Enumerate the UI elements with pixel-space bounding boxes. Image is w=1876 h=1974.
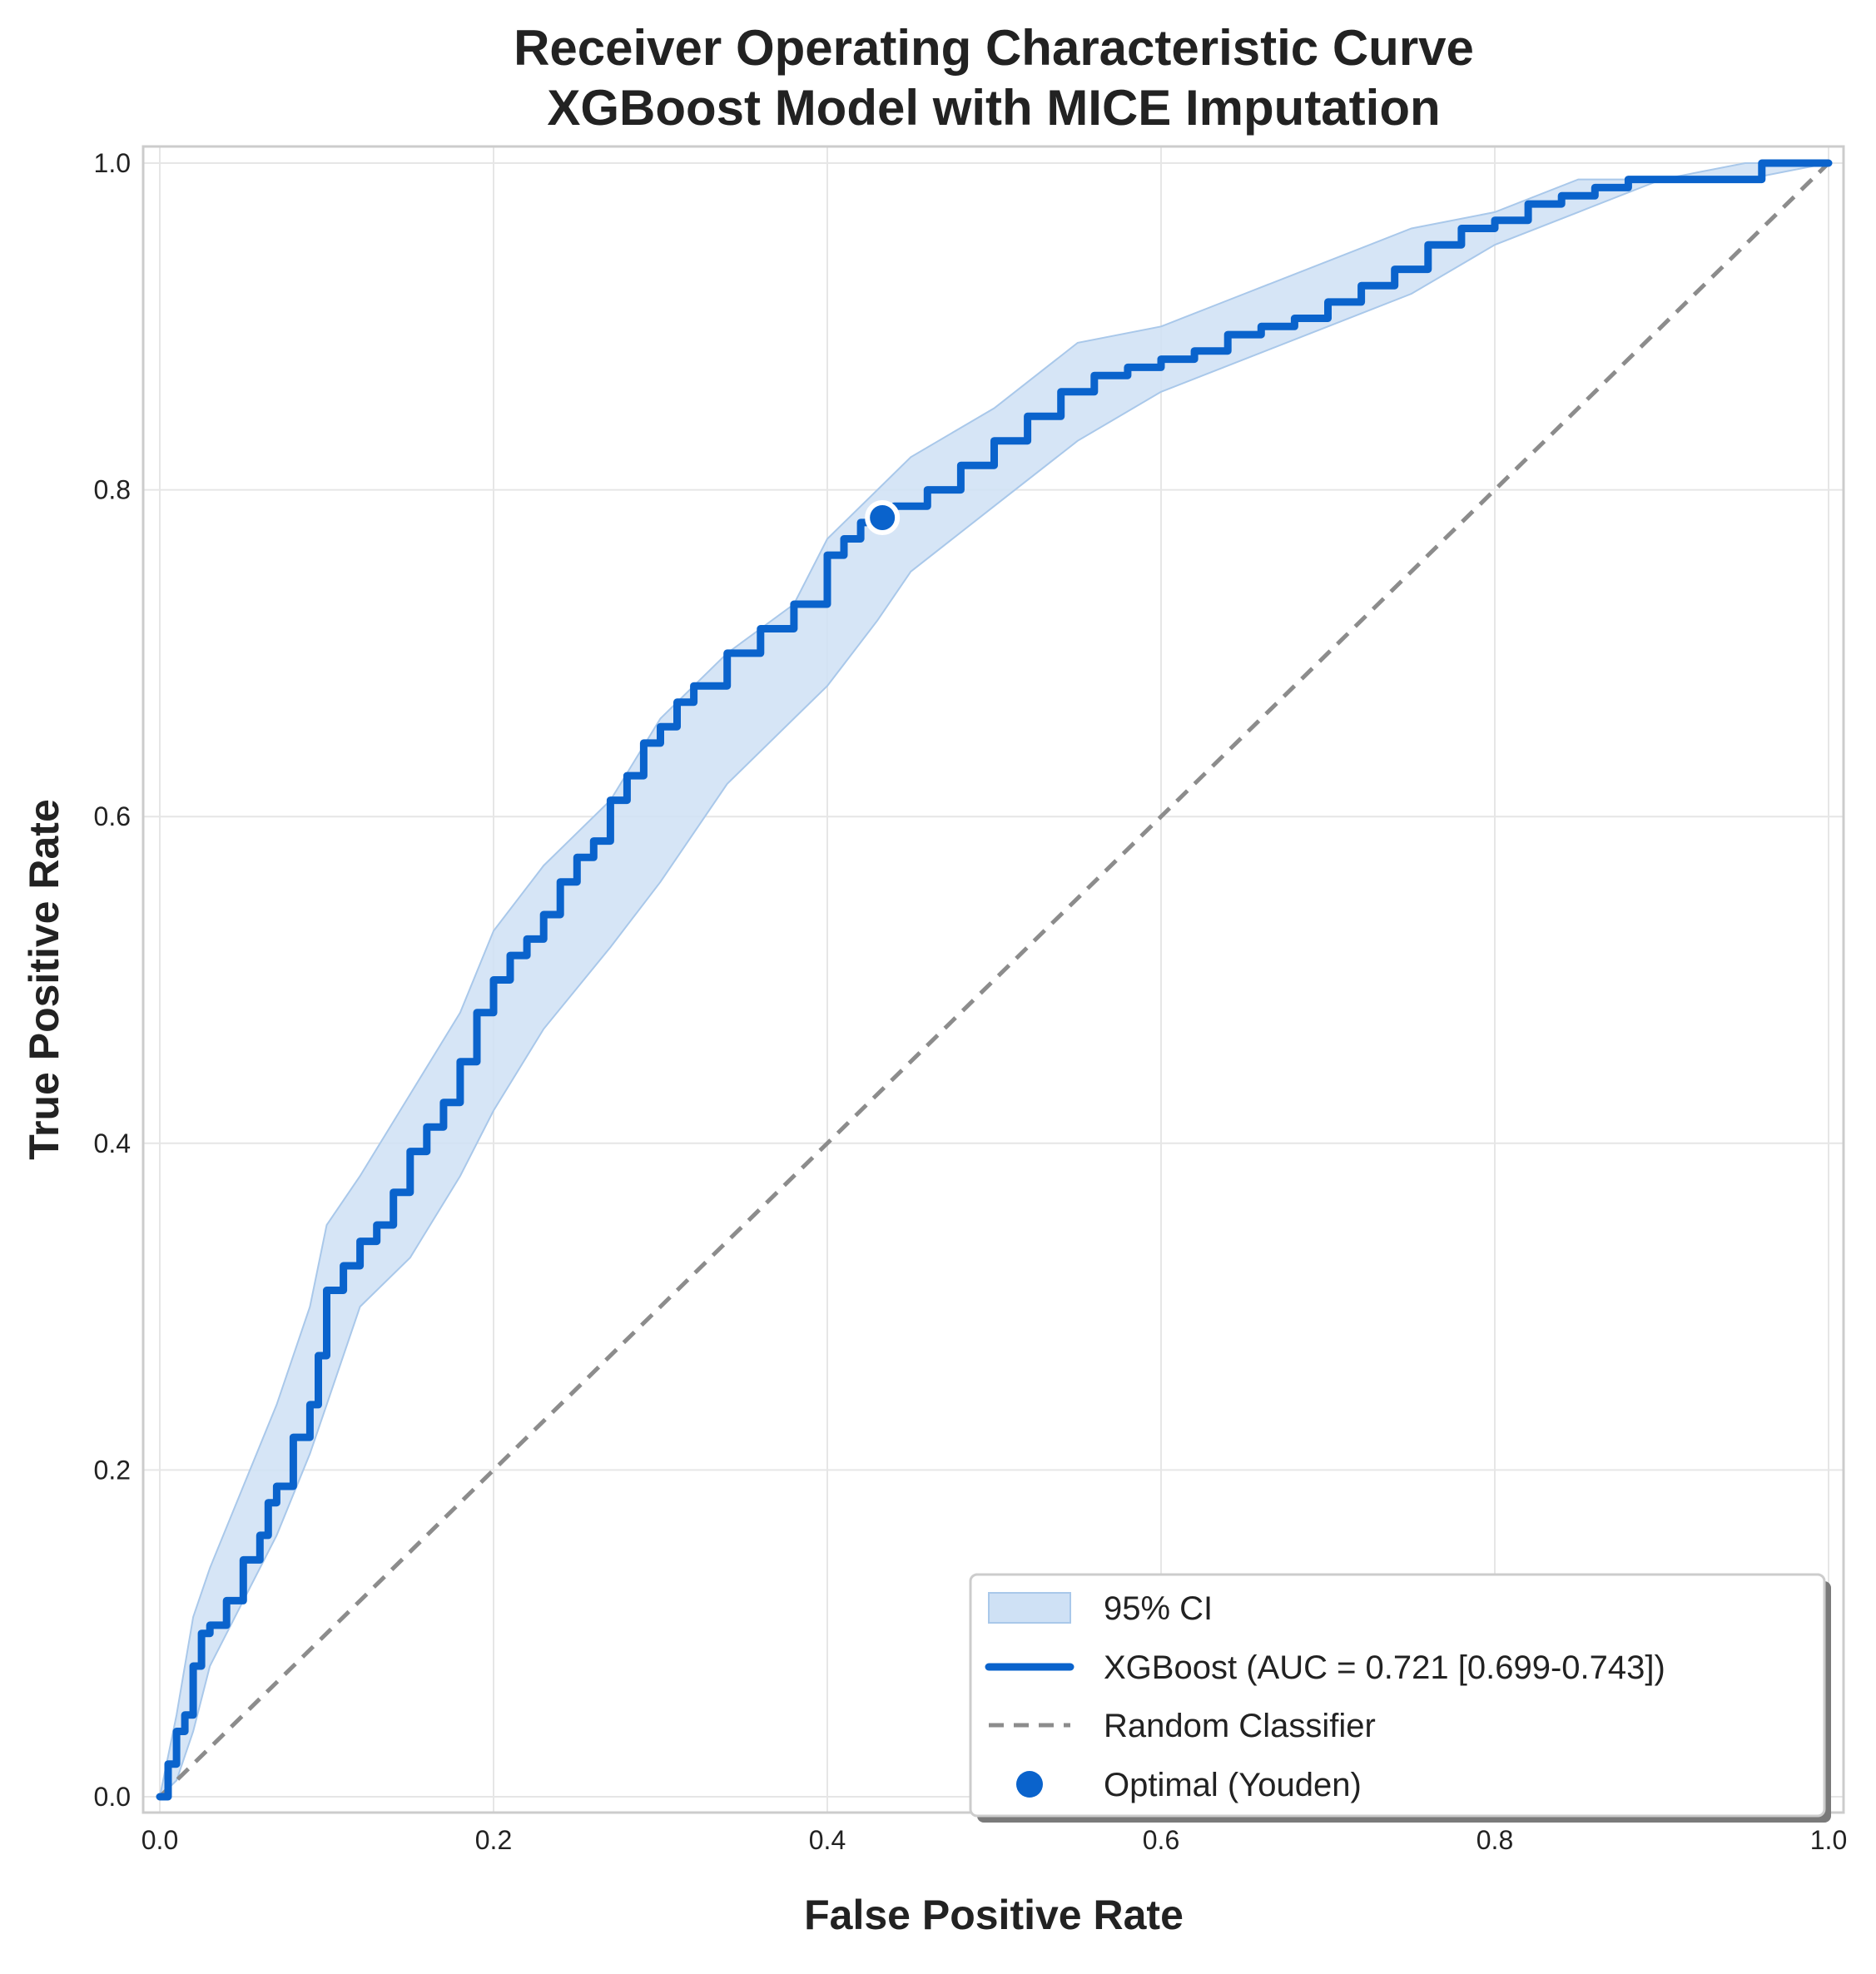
legend-label-xgboost: XGBoost (AUC = 0.721 [0.699-0.743]) [1104,1649,1665,1686]
x-tick-label: 0.4 [809,1825,846,1855]
x-tick-label: 0.8 [1476,1825,1513,1855]
y-tick-label: 0.0 [94,1782,131,1812]
y-axis-label: True Positive Rate [21,799,67,1160]
y-tick-label: 0.8 [94,475,131,505]
x-tick-label: 1.0 [1810,1825,1847,1855]
random-classifier-line [158,161,1830,1798]
legend-box [969,1573,1826,1818]
x-tick-label: 0.0 [141,1825,178,1855]
chart-title-line-1: Receiver Operating Characteristic Curve [514,20,1474,76]
roc-curve-xgboost [156,159,1833,1801]
legend-label-random: Random Classifier [1104,1708,1376,1744]
line-layer [156,159,1833,1801]
y-tick-label: 0.2 [94,1455,131,1485]
y-tick-label: 0.6 [94,801,131,831]
legend-swatch-optimal [1016,1771,1043,1798]
point-layer [865,499,901,535]
legend-label-ci: 95% CI [1104,1590,1213,1627]
y-tick-label: 1.0 [94,148,131,178]
x-tick-label: 0.2 [475,1825,512,1855]
optimal-youden-point [865,499,901,535]
x-axis-label: False Positive Rate [804,1892,1184,1938]
y-tick-label: 0.4 [94,1128,131,1158]
x-tick-label: 0.6 [1143,1825,1179,1855]
legend-label-optimal: Optimal (Youden) [1104,1767,1362,1803]
legend-swatch-ci [988,1592,1071,1624]
chart-title-line-2: XGBoost Model with MICE Imputation [547,80,1440,136]
tick-labels: 0.0 0.2 0.4 0.6 0.8 1.0 0.0 0.2 0.4 0.6 0.8 1.0 [94,148,1848,1855]
legend: 95% CI XGBoost (AUC = 0.721 [0.699-0.743… [969,1573,1831,1823]
